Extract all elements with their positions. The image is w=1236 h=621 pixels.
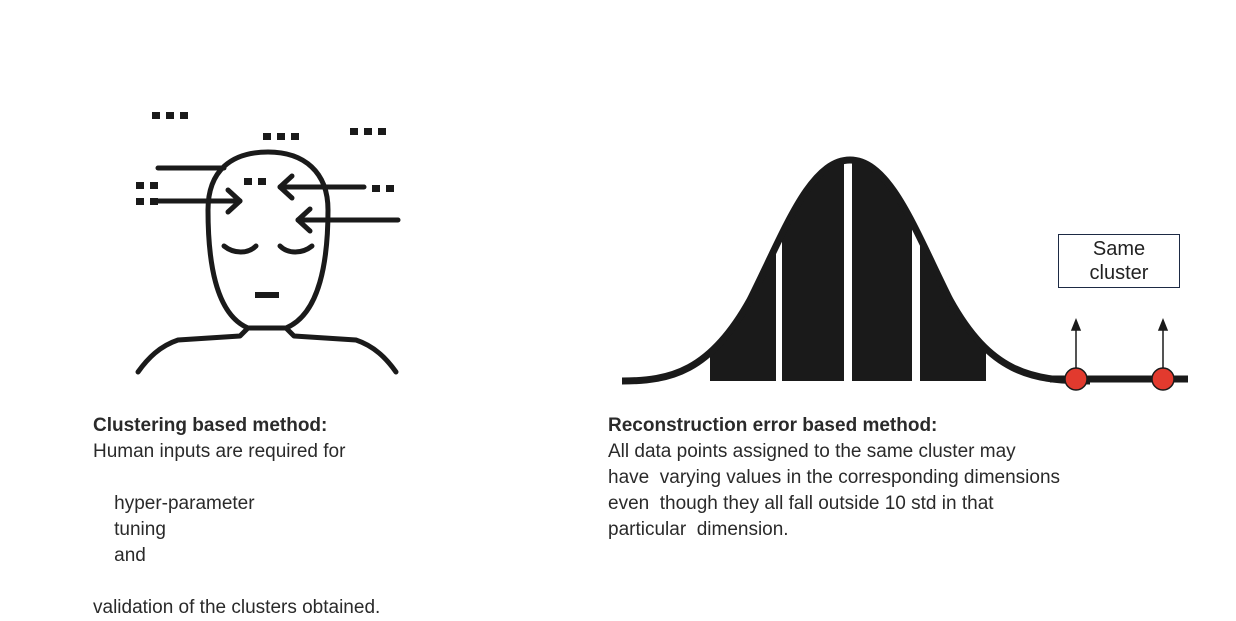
reconstruction-line1: All data points assigned to the same clu… <box>608 441 1016 462</box>
clustering-line3: validation of the clusters obtained. <box>93 597 381 618</box>
clustering-line1: Human inputs are required for <box>93 441 346 462</box>
clustering-line2-word3: and <box>114 545 146 566</box>
clustering-heading: Clustering based method: <box>93 415 328 436</box>
clustering-method-caption: Clustering based method: Human inputs ar… <box>93 413 453 621</box>
same-cluster-callout: Same cluster <box>1058 234 1180 288</box>
reconstruction-line3: even though they all fall outside 10 std… <box>608 493 994 514</box>
callout-line2: cluster <box>1089 262 1149 284</box>
reconstruction-heading: Reconstruction error based method: <box>608 415 938 436</box>
reconstruction-line4: particular dimension. <box>608 519 789 540</box>
bell-curve-icon <box>621 156 1188 391</box>
outlier-point <box>1064 367 1088 391</box>
reconstruction-line2: have varying values in the corresponding… <box>608 467 1061 488</box>
thinking-head-icon <box>135 112 401 375</box>
clustering-line2-word1: hyper-parameter <box>114 493 255 514</box>
callout-line1: Same <box>1092 238 1146 260</box>
reconstruction-method-caption: Reconstruction error based method: All d… <box>608 413 1168 543</box>
outlier-point <box>1151 367 1175 391</box>
clustering-line2: hyper-parameter tuning and <box>93 465 439 595</box>
clustering-line2-word2: tuning <box>114 519 166 540</box>
